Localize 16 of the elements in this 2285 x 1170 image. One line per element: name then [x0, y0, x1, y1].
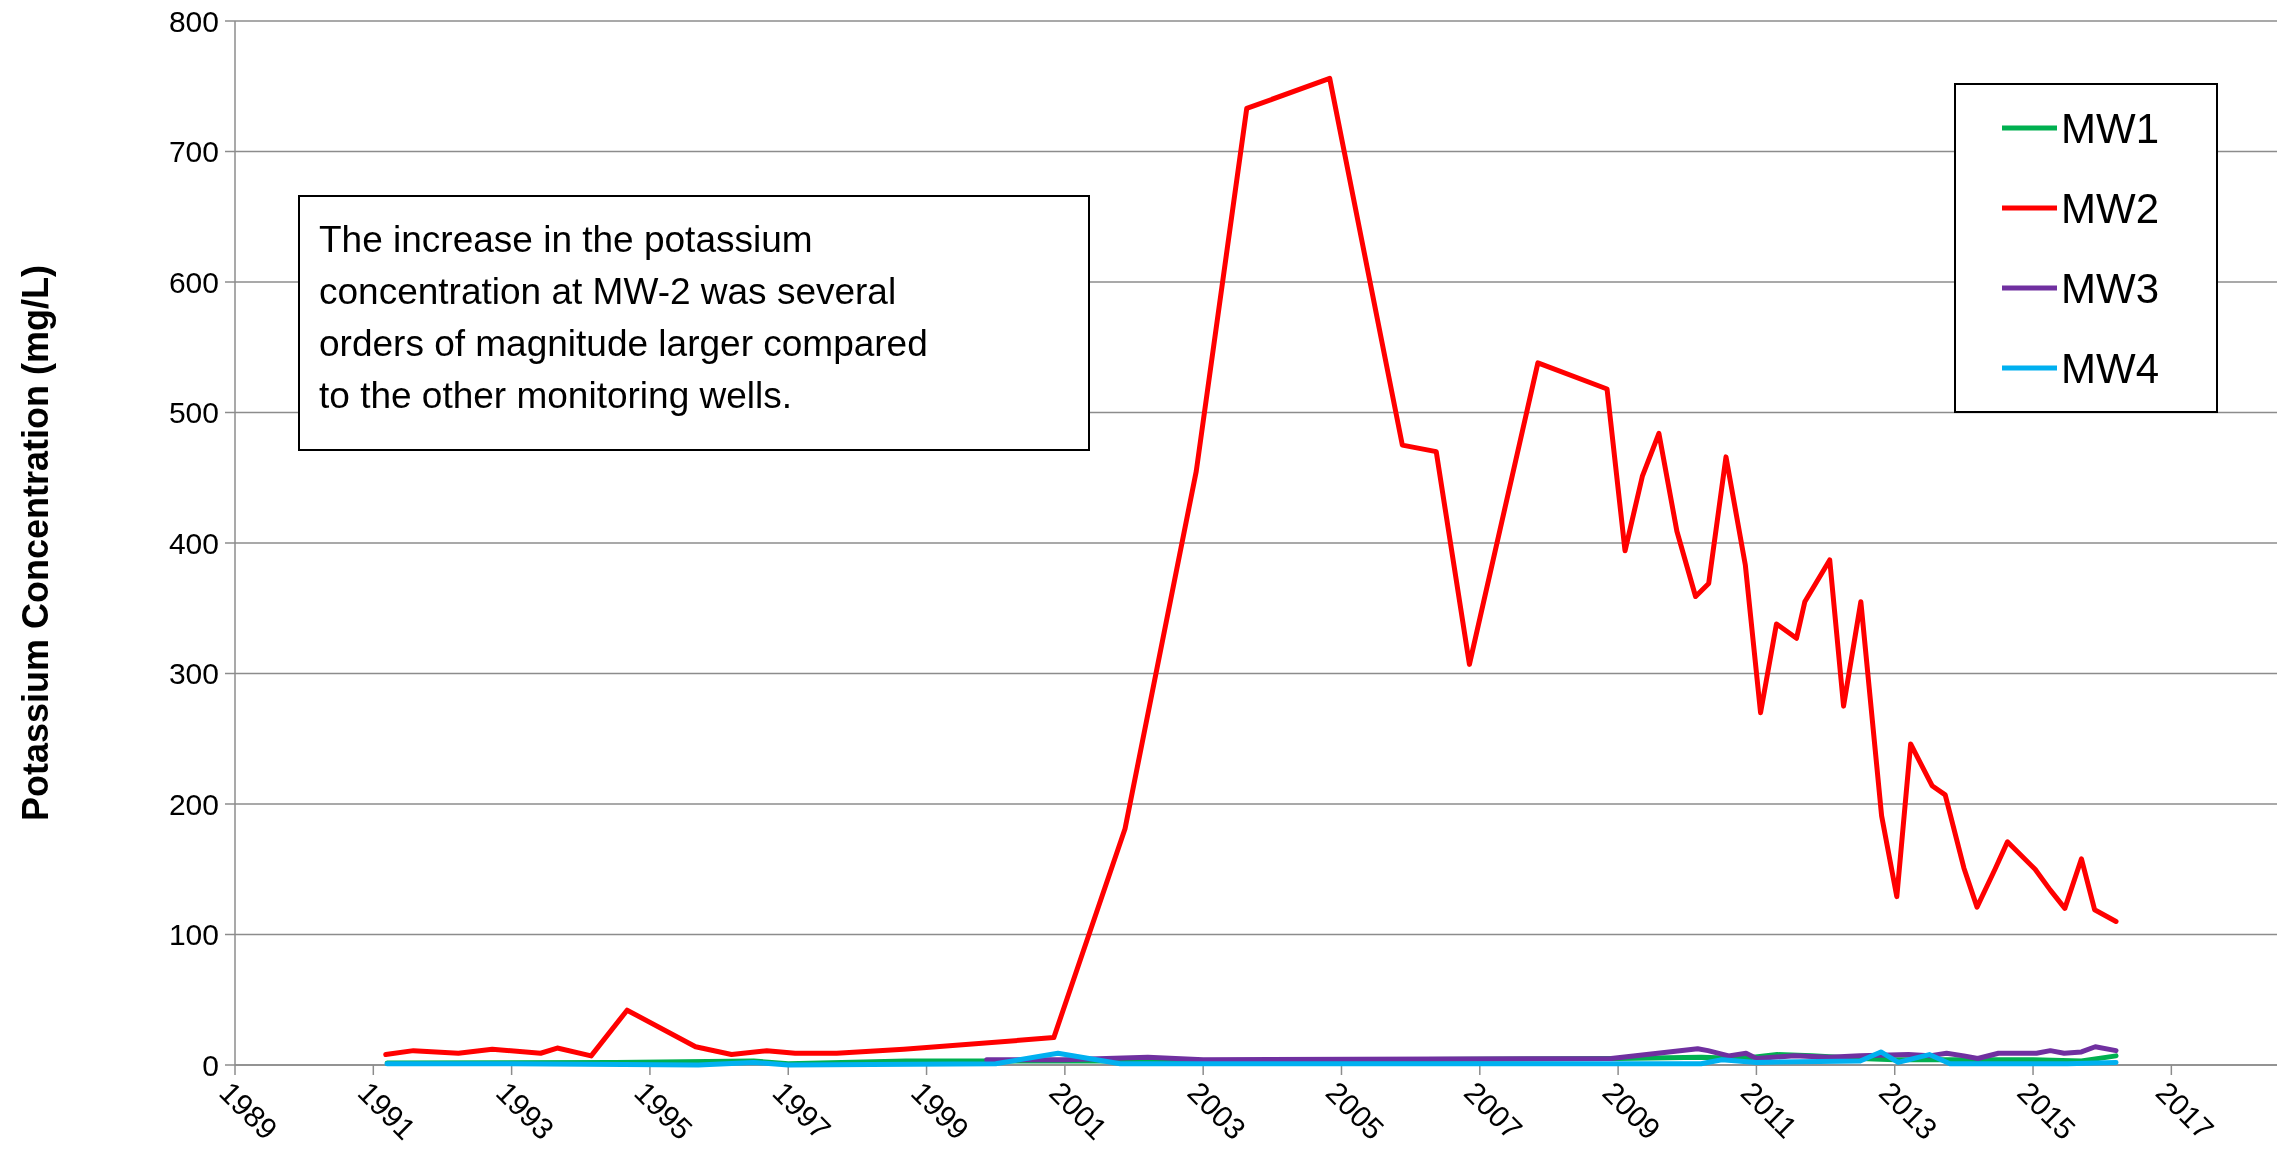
y-tick-label: 0 — [202, 1048, 219, 1082]
y-tick-label: 400 — [168, 526, 219, 560]
y-tick-label: 300 — [168, 657, 219, 690]
legend-label: MW4 — [2061, 344, 2159, 392]
x-tick-label: 1997 — [766, 1075, 838, 1146]
y-tick-label: 100 — [168, 918, 219, 951]
legend-label: MW2 — [2061, 184, 2159, 232]
annotation: The increase in the potassium concentration at MW-2 was several orders of magnitude larger compared to the other monitoring wells. — [319, 219, 928, 416]
y-tick-label: 600 — [168, 265, 219, 299]
legend-label: MW1 — [2061, 104, 2159, 152]
y-tick-label: 500 — [168, 396, 219, 429]
y-tick-label: 800 — [168, 4, 219, 38]
y-tick-label: 200 — [168, 787, 219, 821]
y-axis-title: Potassium Concentration (mg/L) — [15, 264, 56, 822]
legend-label: MW3 — [2061, 264, 2159, 312]
y-tick-label: 700 — [168, 135, 219, 168]
